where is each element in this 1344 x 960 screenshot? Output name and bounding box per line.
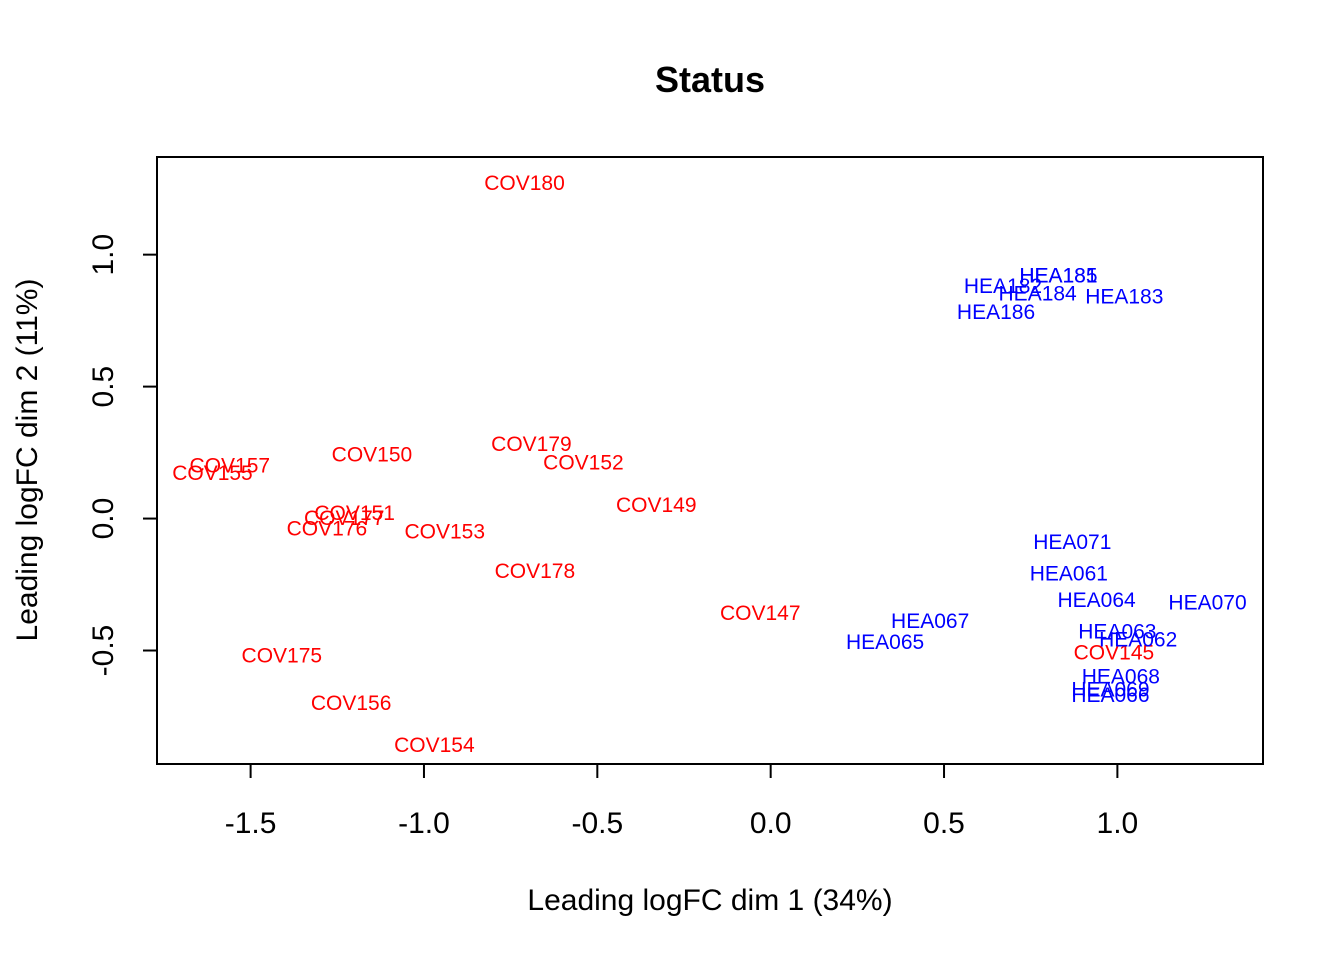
- point-label: HEA066: [1071, 684, 1149, 707]
- point-label: COV177: [304, 507, 385, 530]
- point-label: COV149: [616, 494, 697, 517]
- point-label: COV155: [172, 462, 253, 485]
- point-label: HEA071: [1033, 531, 1111, 554]
- point-label: HEA065: [846, 631, 924, 654]
- point-label: HEA063: [1078, 621, 1156, 644]
- point-label: HEA181: [1019, 264, 1097, 287]
- point-label: COV145: [1074, 642, 1155, 665]
- x-tick-label: -1.0: [398, 807, 450, 840]
- point-label: COV180: [484, 172, 565, 195]
- point-label: COV153: [404, 520, 485, 543]
- y-axis-label: Leading logFC dim 2 (11%): [11, 279, 44, 642]
- point-label: COV178: [495, 560, 576, 583]
- point-label: COV157: [190, 454, 271, 477]
- point-label: HEA070: [1168, 592, 1246, 615]
- x-tick-label: -0.5: [571, 807, 623, 840]
- point-label: HEA185: [1019, 264, 1097, 287]
- point-label: HEA062: [1099, 628, 1177, 651]
- x-tick-label: -1.5: [225, 807, 277, 840]
- point-label: COV176: [287, 518, 368, 541]
- point-label: COV154: [394, 734, 475, 757]
- point-label: HEA186: [957, 301, 1035, 324]
- point-label: HEA068: [1082, 665, 1160, 688]
- x-tick-label: 0.5: [923, 807, 965, 840]
- chart-title: Status: [655, 59, 765, 100]
- point-label: COV150: [332, 444, 413, 467]
- point-label: HEA183: [1085, 285, 1163, 308]
- y-tick-label: 0.0: [87, 498, 120, 540]
- point-label: COV175: [242, 644, 323, 667]
- y-tick-label: 1.0: [87, 234, 120, 276]
- point-label: COV152: [543, 452, 624, 475]
- point-label: COV147: [720, 602, 801, 625]
- x-axis-label: Leading logFC dim 1 (34%): [527, 884, 892, 917]
- x-tick-label: 0.0: [750, 807, 792, 840]
- point-label: HEA067: [891, 610, 969, 633]
- point-label: HEA182: [964, 275, 1042, 298]
- point-label: COV156: [311, 692, 392, 715]
- y-tick-label: -0.5: [87, 625, 120, 677]
- point-label: HEA061: [1030, 562, 1108, 585]
- x-tick-label: 1.0: [1097, 807, 1139, 840]
- y-axis: -0.5 0.0 0.5 1.0: [87, 234, 158, 677]
- point-label: HEA064: [1057, 589, 1136, 612]
- point-label: COV151: [314, 502, 395, 525]
- x-axis: -1.5 -1.0 -0.5 0.0 0.5 1.0: [225, 763, 1139, 840]
- point-label: COV179: [491, 433, 572, 456]
- point-label: HEA069: [1071, 679, 1149, 702]
- point-label: HEA184: [999, 283, 1078, 306]
- y-tick-label: 0.5: [87, 366, 120, 408]
